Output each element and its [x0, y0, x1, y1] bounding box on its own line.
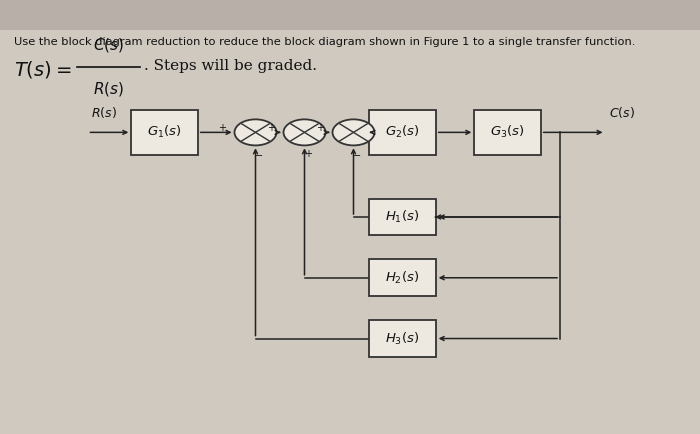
Text: $C(s)$: $C(s)$: [93, 36, 124, 54]
FancyBboxPatch shape: [132, 110, 197, 155]
Text: +: +: [218, 123, 226, 133]
Circle shape: [332, 119, 375, 145]
Text: $R(s)$: $R(s)$: [91, 105, 117, 120]
Text: $C(s)$: $C(s)$: [609, 105, 635, 120]
Text: $H_2(s)$: $H_2(s)$: [386, 270, 419, 286]
Circle shape: [234, 119, 276, 145]
Text: $H_3(s)$: $H_3(s)$: [386, 330, 419, 347]
Text: $G_3(s)$: $G_3(s)$: [490, 124, 525, 141]
Text: $G_1(s)$: $G_1(s)$: [147, 124, 182, 141]
Text: +: +: [316, 123, 324, 133]
Text: $H_1(s)$: $H_1(s)$: [386, 209, 419, 225]
FancyBboxPatch shape: [370, 259, 435, 296]
Text: Use the block diagram reduction to reduce the block diagram shown in Figure 1 to: Use the block diagram reduction to reduc…: [14, 37, 636, 47]
Text: $-$: $-$: [254, 149, 264, 159]
Circle shape: [284, 119, 326, 145]
Text: $T(s) = $: $T(s) = $: [14, 59, 71, 79]
FancyBboxPatch shape: [370, 199, 435, 235]
FancyBboxPatch shape: [370, 320, 435, 357]
Text: +: +: [267, 123, 275, 133]
Text: $-$: $-$: [352, 149, 362, 159]
Text: . Steps will be graded.: . Steps will be graded.: [144, 59, 316, 72]
FancyBboxPatch shape: [370, 110, 435, 155]
FancyBboxPatch shape: [475, 110, 540, 155]
FancyBboxPatch shape: [0, 0, 700, 30]
Text: +: +: [304, 149, 312, 159]
Text: $R(s)$: $R(s)$: [93, 80, 124, 98]
Text: $G_2(s)$: $G_2(s)$: [385, 124, 420, 141]
